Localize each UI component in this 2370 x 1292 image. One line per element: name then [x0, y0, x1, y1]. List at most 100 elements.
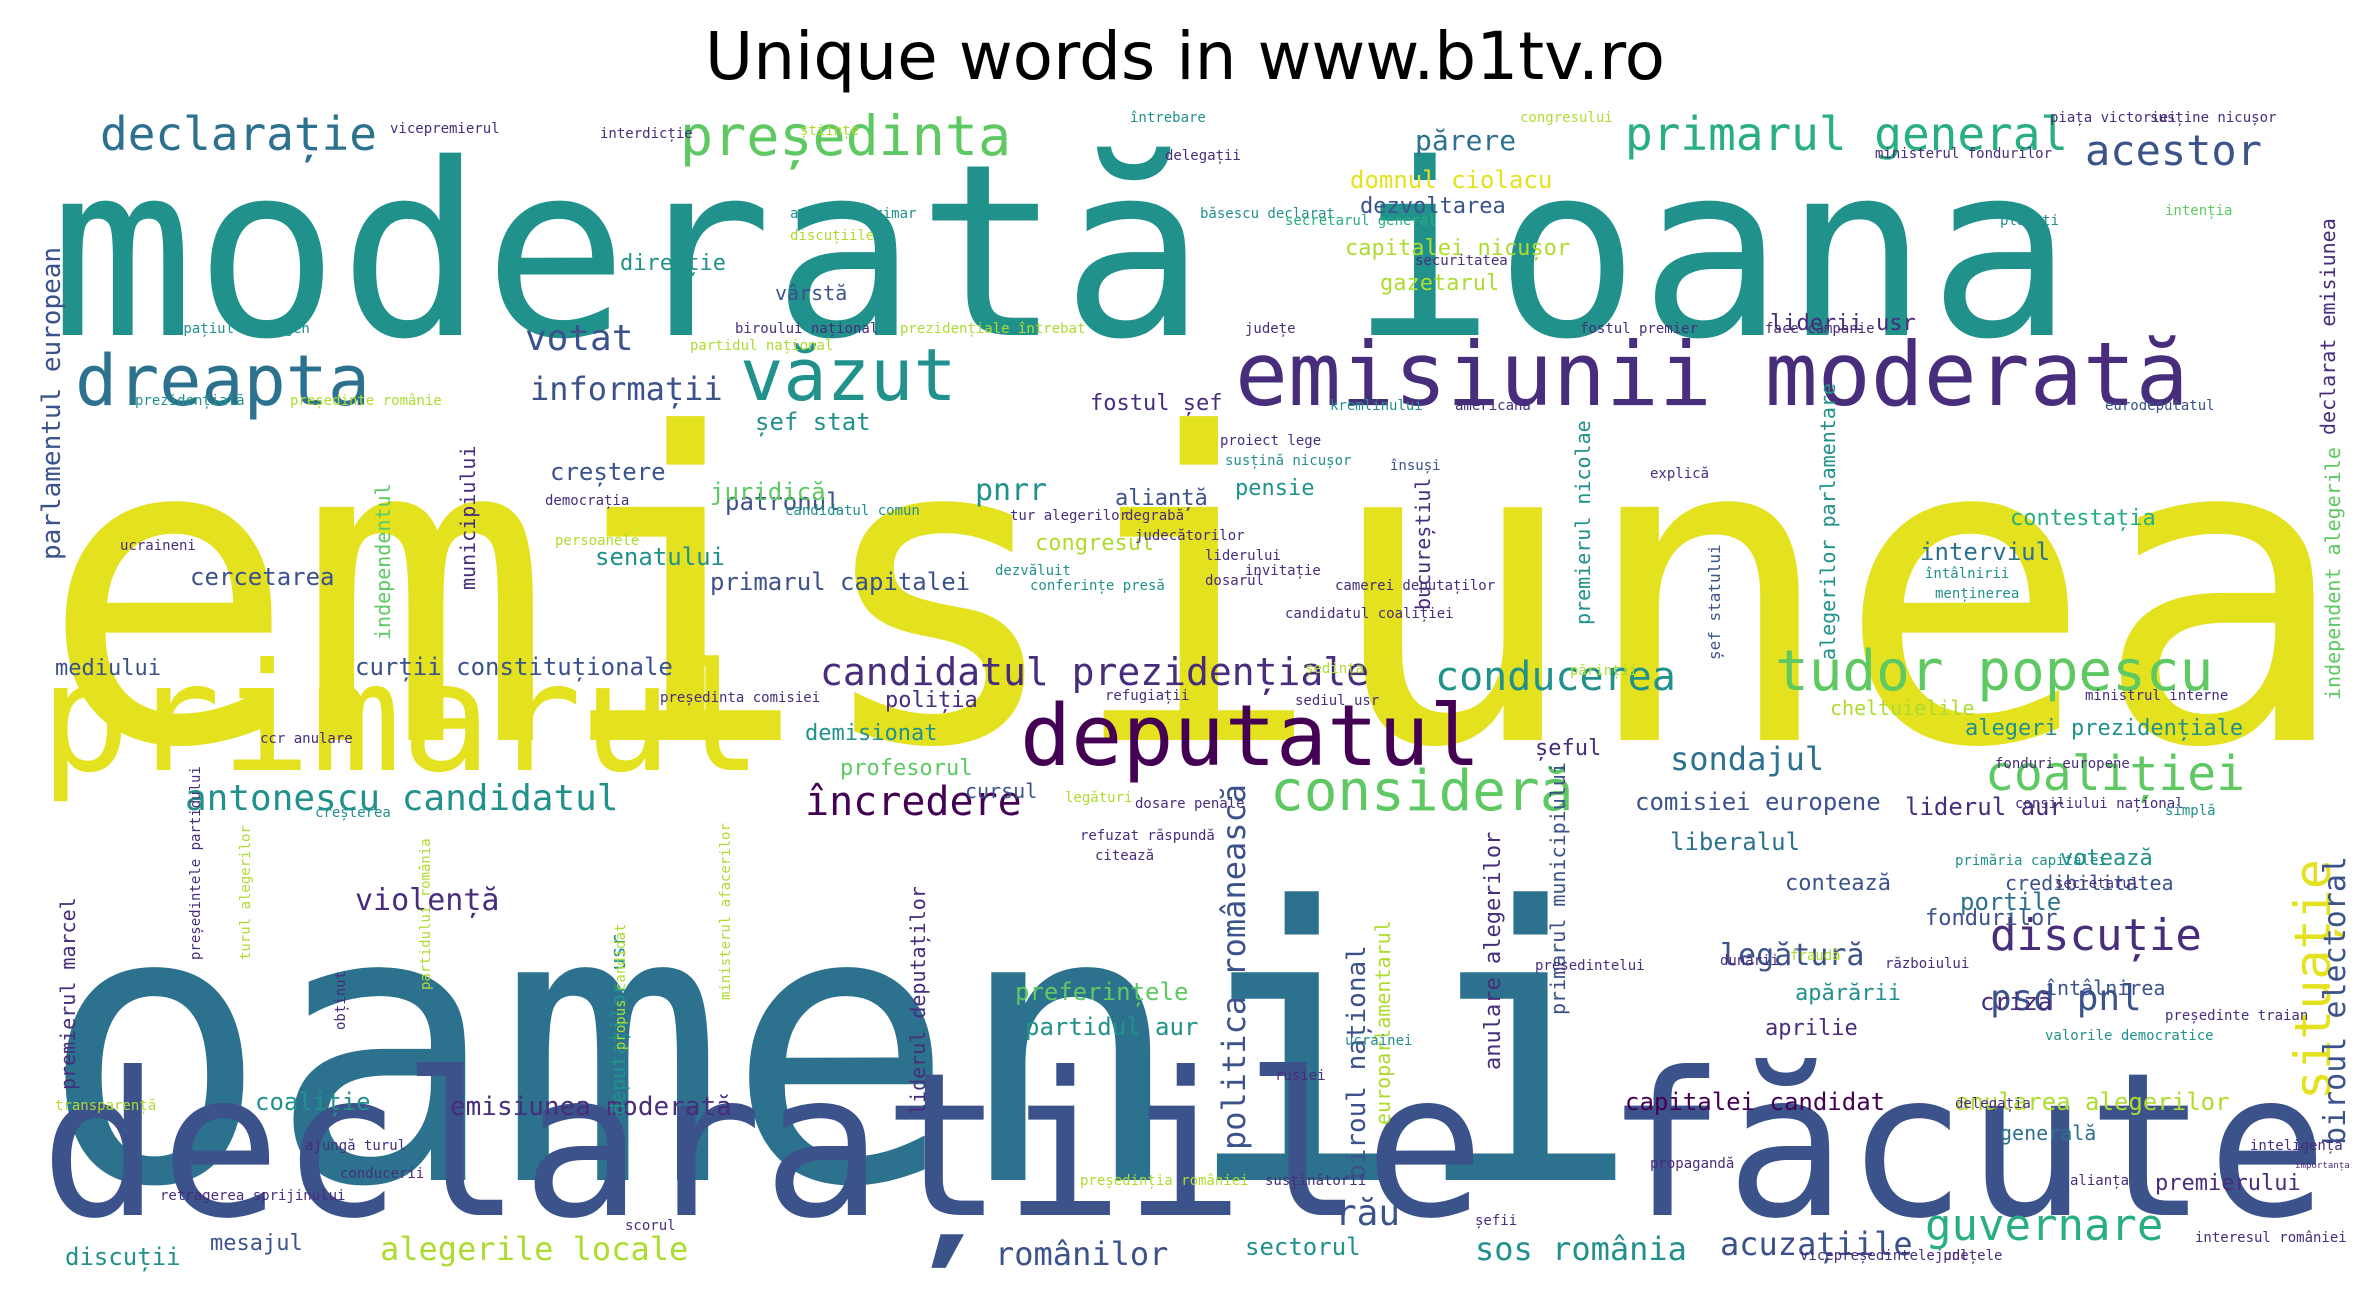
word-101: anulare alegerilor	[1481, 832, 1506, 1070]
word-152: candidatul coaliției	[1285, 606, 1454, 622]
word-148: ucraineni	[120, 538, 196, 554]
word-41: primarul capitalei	[710, 568, 970, 596]
word-153: menținerea	[1935, 586, 2019, 602]
word-29: violență	[355, 883, 500, 918]
word-123: biroului național	[735, 321, 878, 337]
word-83: coaliție	[255, 1088, 371, 1117]
word-179: delegația	[1955, 1096, 2031, 1112]
word-113: ministerul fondurilor	[1875, 146, 2052, 162]
word-63: demisionat	[805, 721, 937, 746]
word-143: liderului	[1205, 548, 1281, 564]
word-102: primarul municipiului	[1546, 762, 1570, 1015]
word-58: liderii usr	[1770, 311, 1916, 336]
word-177: ucrainei	[1345, 1033, 1412, 1049]
word-87: premierului	[2155, 1171, 2301, 1196]
word-165: simplă	[2165, 803, 2216, 819]
word-90: sectorul	[1245, 1233, 1361, 1261]
word-49: pensie	[1235, 476, 1314, 501]
word-180: inteligență	[2250, 1138, 2343, 1154]
word-73: credibilitatea	[2005, 871, 2174, 895]
word-82: partidul aur	[1025, 1013, 1198, 1041]
word-97: municipiului	[456, 446, 480, 591]
word-26: psd pnl	[1990, 978, 2142, 1019]
word-173: războiului	[1885, 956, 1969, 972]
word-130: președinte românie	[290, 393, 442, 409]
word-53: părere	[1415, 124, 1516, 157]
word-3: declarațiile făcute	[40, 1030, 2328, 1268]
word-169: primăria capitalei	[1955, 853, 2107, 869]
word-36: românilor	[995, 1235, 1168, 1273]
word-167: refuzat răspundă	[1080, 828, 1215, 844]
word-162: legături	[1065, 790, 1132, 806]
word-72: votează	[2060, 846, 2153, 871]
word-189: scorul	[625, 1218, 676, 1234]
word-74: contează	[1785, 871, 1891, 896]
word-21: discuție	[1990, 910, 2202, 962]
word-34: emisiunea moderată	[450, 1092, 732, 1122]
word-86: generală	[2000, 1121, 2096, 1145]
word-19: candidatul prezidențiale	[820, 650, 1369, 695]
word-59: direcție	[620, 251, 726, 276]
word-150: dezvăluit	[995, 563, 1071, 579]
word-81: preferințele	[1015, 978, 1188, 1007]
word-147: camerei deputaților	[1335, 578, 1495, 594]
word-154: ședința	[1305, 661, 1364, 677]
word-1: oamenii	[40, 827, 1641, 1270]
word-6: deputatul	[1020, 687, 1481, 786]
word-137: explică	[1650, 466, 1709, 482]
word-27: rău	[1335, 1193, 1400, 1234]
word-8: văzut	[740, 333, 957, 417]
word-45: juridică	[710, 478, 826, 506]
word-14: acestor	[2085, 126, 2262, 175]
word-166: creșterea	[315, 805, 391, 821]
word-115: actualul primar	[790, 206, 916, 222]
word-117: băsescu declarat	[1200, 206, 1335, 222]
word-151: întâlnirii	[1925, 566, 2009, 582]
word-54: domnul ciolacu	[1350, 166, 1552, 194]
word-141: degrabă	[1125, 508, 1184, 524]
chart-title: Unique words in www.b1tv.ro	[704, 18, 1666, 95]
word-128: face campanie	[1765, 321, 1875, 337]
word-48: alianță	[1115, 486, 1208, 511]
word-157: ccr anulare	[260, 731, 353, 747]
word-0: emisiunea	[40, 344, 2350, 841]
word-174: valorile democratice	[2045, 1028, 2214, 1044]
word-125: prezidențiale întrebat	[900, 321, 1085, 337]
word-31: biroul electoral	[2318, 856, 2353, 1145]
word-163: dosare penale	[1135, 796, 1245, 812]
word-80: aprilie	[1765, 1016, 1858, 1041]
word-181: importanța	[2295, 1161, 2350, 1171]
word-57: gazetarul	[1380, 271, 1499, 296]
word-127: fostul premier	[1580, 321, 1698, 337]
word-24: informații	[530, 370, 723, 409]
word-145: dosarul	[1205, 573, 1264, 589]
word-144: invitație	[1245, 563, 1321, 579]
word-122: spațiul schengen	[175, 321, 310, 337]
word-121: intenția	[2165, 203, 2232, 219]
word-108: științe	[800, 123, 859, 139]
word-142: judecătorilor	[1135, 528, 1245, 544]
word-96: independentul	[371, 483, 395, 640]
word-199: propus candidat	[613, 924, 629, 1050]
word-40: senatului	[595, 543, 725, 571]
word-111: piața victoriei	[2050, 110, 2176, 126]
word-129: prezidențială	[135, 393, 245, 409]
word-88: discuții	[65, 1243, 181, 1272]
word-70: liderul aur	[1905, 793, 2064, 821]
word-16: situație	[2284, 859, 2344, 1100]
word-79: apărării	[1795, 981, 1901, 1006]
word-84: capitalei candidat	[1625, 1088, 1885, 1116]
word-200: ministerul afacerilor	[718, 823, 734, 1000]
word-13: declarație	[100, 107, 377, 162]
word-39: curții constituționale	[355, 653, 673, 682]
word-106: vicepremierul	[390, 121, 500, 137]
word-195: președintele partidului	[188, 766, 204, 960]
word-112: susține nicușor	[2150, 110, 2276, 126]
word-131: kremlinului	[1330, 398, 1423, 414]
word-89: mesajul	[210, 1231, 303, 1256]
word-114: delegații	[1165, 148, 1241, 164]
word-105: șef statului	[1705, 544, 1724, 660]
word-5: emisiunii moderată	[1235, 323, 2189, 426]
word-91: premierul marcel	[56, 897, 80, 1090]
